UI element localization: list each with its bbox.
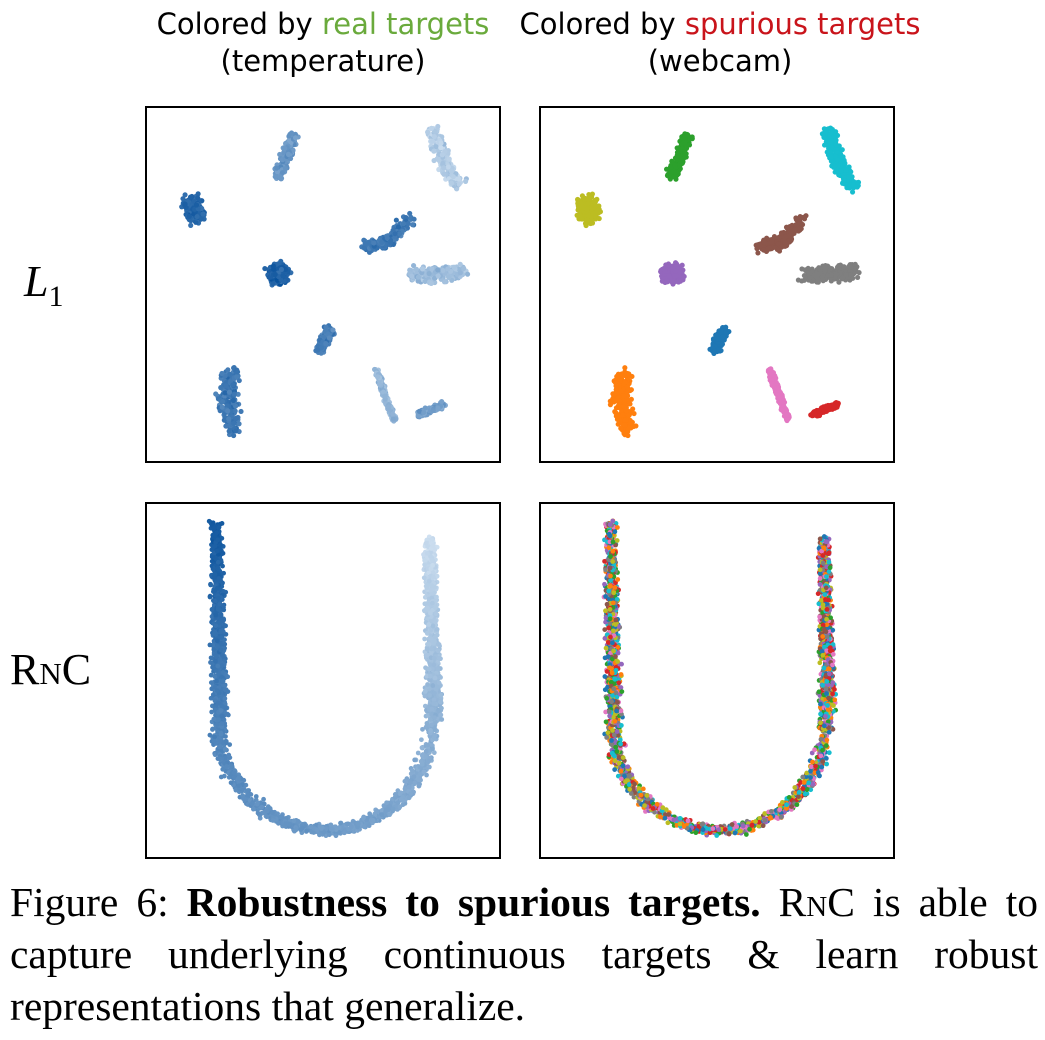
left-title-prefix: Colored by xyxy=(156,7,322,41)
right-column-title: Colored by spurious targets (webcam) xyxy=(510,6,930,80)
caption-figure-label: Figure 6: xyxy=(10,879,169,925)
right-title-highlight: spurious targets xyxy=(684,7,921,41)
row-label-rnc: RnC xyxy=(10,645,92,694)
scatter-l1-real xyxy=(179,123,471,439)
caption-rest: is able to capture underlying continuous… xyxy=(10,879,1038,1029)
panel-rnc-real xyxy=(145,502,501,859)
panel-l1-spurious xyxy=(539,106,895,463)
scatter-rnc-spurious xyxy=(601,518,839,838)
row-label-l1-sub: 1 xyxy=(48,279,64,313)
panel-l1-real xyxy=(145,106,501,463)
caption-method: RnC xyxy=(778,879,855,925)
caption-bold: Robustness to spurious targets. xyxy=(186,879,761,925)
left-title-sub: (temperature) xyxy=(220,44,426,78)
left-column-title: Colored by real targets (temperature) xyxy=(140,6,506,80)
row-label-l1: L1 xyxy=(24,256,63,314)
figure-caption: Figure 6: Robustness to spurious targets… xyxy=(10,876,1038,1032)
panel-rnc-spurious xyxy=(539,502,895,859)
right-title-prefix: Colored by xyxy=(519,7,685,41)
left-title-highlight: real targets xyxy=(321,7,490,41)
right-title-sub: (webcam) xyxy=(647,44,793,78)
row-label-l1-base: L xyxy=(24,257,49,306)
scatter-l1-spurious xyxy=(574,125,862,439)
scatter-rnc-real xyxy=(206,518,445,839)
